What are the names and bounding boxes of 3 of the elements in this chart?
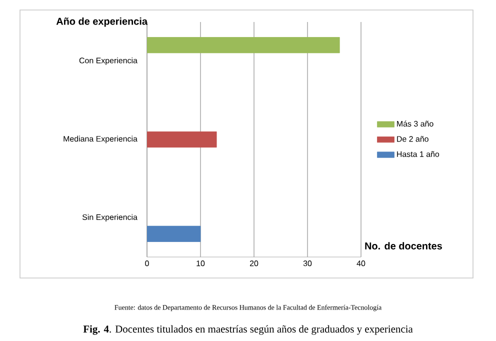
- text: Fig. 4. Docentes titulados en maestrías según años de graduados y experiencia: [83, 325, 413, 335]
- y-axis-title: Año de experiencia: [56, 18, 148, 27]
- x-axis-title: No. de docentes: [365, 242, 442, 250]
